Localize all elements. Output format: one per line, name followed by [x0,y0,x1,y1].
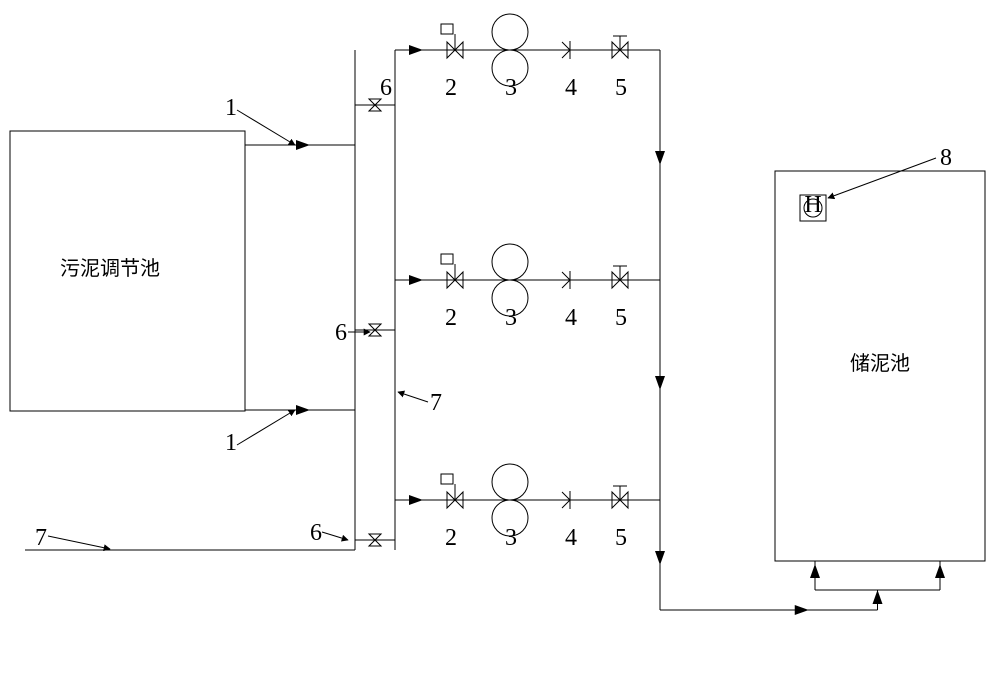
svg-text:7: 7 [35,525,47,551]
svg-text:2: 2 [445,75,457,101]
svg-text:7: 7 [430,390,442,416]
svg-text:6: 6 [335,320,347,346]
pipeline-diagram: 污泥调节池储泥池 H 1 1 6 6 6 7 7 8 2 3 4 5 2 3 4 5 2 3 4 5 [0,0,1000,689]
svg-text:2: 2 [445,305,457,331]
svg-text:6: 6 [310,520,322,546]
svg-text:5: 5 [615,75,627,101]
svg-text:2: 2 [445,525,457,551]
svg-text:6: 6 [380,75,392,101]
svg-text:1: 1 [225,95,237,121]
svg-text:4: 4 [565,525,577,551]
svg-text:储泥池: 储泥池 [850,352,910,375]
svg-text:3: 3 [505,75,517,101]
svg-text:3: 3 [505,525,517,551]
svg-text:3: 3 [505,305,517,331]
svg-text:污泥调节池: 污泥调节池 [60,257,160,280]
svg-text:1: 1 [225,430,237,456]
svg-text:H: H [804,192,821,218]
svg-text:4: 4 [565,75,577,101]
svg-text:5: 5 [615,525,627,551]
svg-text:8: 8 [940,145,952,171]
svg-text:4: 4 [565,305,577,331]
svg-text:5: 5 [615,305,627,331]
